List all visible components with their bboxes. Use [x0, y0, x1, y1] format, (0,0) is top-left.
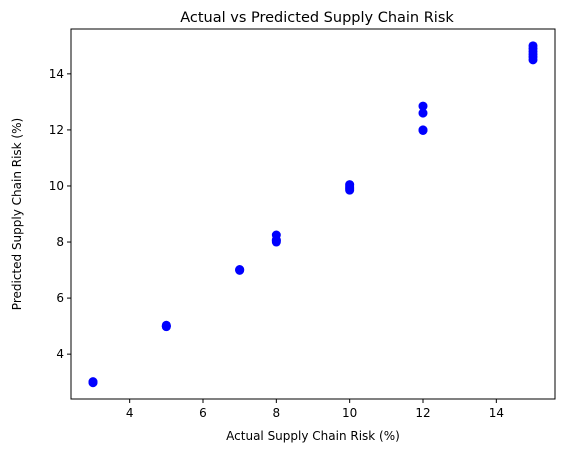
y-tick-label: 6	[56, 291, 64, 305]
plot-area	[88, 41, 538, 388]
x-axis-label: Actual Supply Chain Risk (%)	[226, 429, 400, 443]
data-point	[418, 101, 428, 111]
y-axis-ticks: 4 6 8 10 12 14	[49, 67, 71, 361]
data-point	[88, 377, 98, 387]
data-point	[161, 320, 171, 330]
x-tick-label: 12	[415, 406, 430, 420]
data-point	[528, 41, 538, 51]
y-tick-label: 14	[49, 67, 64, 81]
data-point	[418, 125, 428, 135]
data-point	[418, 108, 428, 118]
data-point	[345, 180, 355, 190]
x-axis-ticks: 4 6 8 10 12 14	[126, 399, 504, 420]
y-tick-label: 12	[49, 123, 64, 137]
y-tick-label: 4	[56, 347, 64, 361]
x-tick-label: 10	[342, 406, 357, 420]
y-axis-label: Predicted Supply Chain Risk (%)	[10, 118, 24, 310]
x-tick-label: 8	[273, 406, 281, 420]
chart-title: Actual vs Predicted Supply Chain Risk	[180, 10, 454, 26]
x-tick-label: 4	[126, 406, 134, 420]
x-tick-label: 14	[489, 406, 504, 420]
y-tick-label: 8	[56, 235, 64, 249]
data-point	[235, 265, 245, 274]
data-point	[271, 230, 281, 240]
axes-frame	[70, 28, 556, 400]
y-tick-label: 10	[49, 179, 64, 193]
x-tick-label: 6	[199, 406, 207, 420]
